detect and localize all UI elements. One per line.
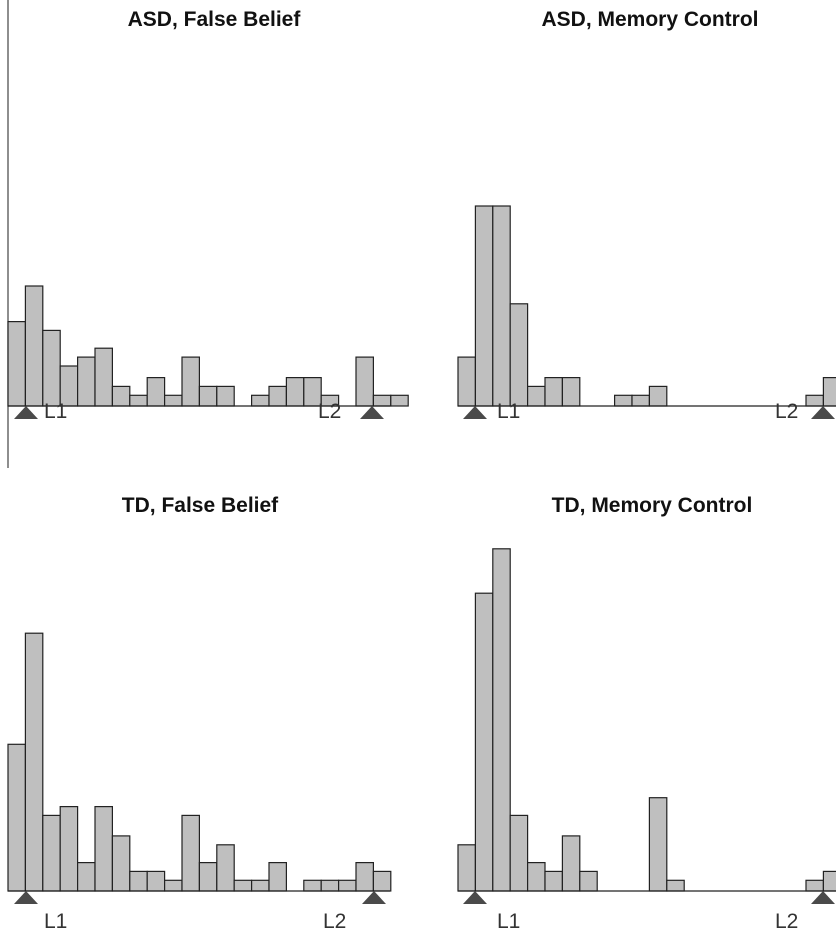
histogram-bar [509, 303, 529, 407]
histogram-bar [579, 870, 598, 892]
histogram-bar [355, 356, 374, 407]
histogram-bar [59, 805, 79, 892]
histogram-bar [526, 385, 546, 407]
histogram-bar [76, 861, 96, 892]
l1-marker-triangle-icon [14, 891, 38, 904]
panel-asd-memory-control: ASD, Memory Control L1 L2 [457, 8, 836, 423]
histogram-bar [94, 347, 113, 407]
panel-title: TD, Memory Control [552, 494, 753, 517]
histogram-bar [285, 377, 305, 407]
panel-td-memory-control: TD, Memory Control L1 L2 [457, 494, 836, 932]
histogram-bar [509, 814, 529, 892]
histogram-bar [129, 870, 148, 892]
histogram-bar [268, 385, 287, 407]
bars-group [457, 548, 836, 892]
l2-marker-triangle-icon [362, 891, 386, 904]
histogram-bar [648, 385, 668, 407]
histogram-bar [111, 835, 131, 892]
panel-td-false-belief: TD, False Belief L1 L2 [7, 494, 392, 932]
l1-label: L1 [44, 400, 67, 423]
histogram-bar [492, 205, 511, 407]
bars-group [457, 205, 836, 407]
histogram-bar [561, 377, 581, 407]
histogram-bar [613, 394, 633, 407]
l2-label: L2 [775, 400, 798, 423]
histogram-bar [372, 394, 392, 407]
histogram-bar [631, 394, 650, 407]
l1-marker-triangle-icon [14, 406, 38, 419]
l2-marker-triangle-icon [360, 406, 384, 419]
histogram-bar [303, 879, 322, 892]
histogram-bar [338, 879, 357, 892]
panel-asd-false-belief: ASD, False Belief L1 L2 [7, 0, 409, 468]
histogram-bar [372, 870, 392, 892]
histogram-bar [822, 870, 836, 892]
histogram-bar [457, 844, 476, 892]
histogram-bar [544, 870, 563, 892]
histogram-bar [7, 321, 26, 407]
histogram-bar [146, 870, 166, 892]
panel-title: TD, False Belief [122, 494, 279, 517]
l2-label: L2 [318, 400, 341, 423]
histogram-bar [129, 394, 148, 407]
histogram-bar [492, 548, 511, 892]
histogram-bar [320, 879, 340, 892]
histogram-bar [805, 879, 824, 892]
histogram-bar [474, 205, 494, 407]
histogram-bar [94, 805, 113, 892]
histogram-bar [42, 329, 61, 407]
histogram-bar [648, 797, 668, 892]
l1-label: L1 [497, 910, 520, 932]
histogram-bar [251, 394, 270, 407]
histogram-bar [24, 632, 44, 892]
histogram-bar [233, 879, 253, 892]
histogram-bar [561, 835, 581, 892]
l1-marker-triangle-icon [463, 891, 487, 904]
histogram-bar [251, 879, 270, 892]
histogram-bar [111, 385, 131, 407]
histogram-bar [198, 861, 218, 892]
histogram-bar [390, 394, 409, 407]
histogram-bar [24, 285, 44, 407]
l1-label: L1 [44, 910, 67, 932]
histogram-bar [76, 356, 96, 407]
histogram-bar [666, 879, 685, 892]
histogram-bar [42, 814, 61, 892]
histogram-bar [181, 814, 200, 892]
histogram-bar [164, 879, 183, 892]
bars-group [7, 632, 392, 892]
l2-marker-triangle-icon [811, 891, 835, 904]
histogram-bar [216, 844, 235, 892]
histogram-bar [181, 356, 200, 407]
histogram-bar [822, 377, 836, 407]
l2-label: L2 [323, 910, 346, 932]
histogram-bar [457, 356, 476, 407]
histogram-bar [805, 394, 824, 407]
l1-marker-triangle-icon [463, 406, 487, 419]
l1-label: L1 [497, 400, 520, 423]
histogram-bar [198, 385, 218, 407]
histogram-bar [7, 743, 26, 892]
histogram-bar [216, 385, 235, 407]
histogram-bar [164, 394, 183, 407]
histogram-bar [526, 861, 546, 892]
histogram-bar [544, 377, 563, 407]
l2-marker-triangle-icon [811, 406, 835, 419]
histogram-bar [146, 377, 166, 407]
l2-label: L2 [775, 910, 798, 932]
bars-group [7, 285, 409, 407]
histogram-bar [355, 861, 374, 892]
panel-title: ASD, False Belief [128, 8, 302, 31]
histogram-bar [268, 861, 287, 892]
panel-title: ASD, Memory Control [541, 8, 758, 31]
histogram-bar [474, 592, 494, 892]
